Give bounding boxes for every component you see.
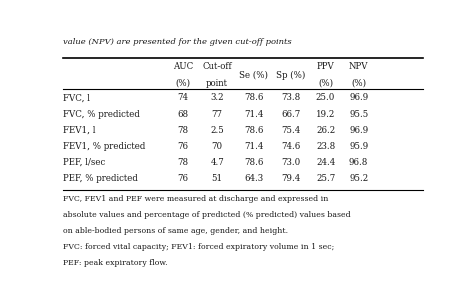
Text: point: point <box>206 79 228 88</box>
Text: AUC: AUC <box>173 62 193 71</box>
Text: 95.5: 95.5 <box>349 109 368 119</box>
Text: 26.2: 26.2 <box>316 126 335 135</box>
Text: 96.8: 96.8 <box>349 158 368 167</box>
Text: 25.0: 25.0 <box>316 93 335 102</box>
Text: absolute values and percentage of predicted (% predicted) values based: absolute values and percentage of predic… <box>63 211 351 219</box>
Text: FVC, l: FVC, l <box>63 93 90 102</box>
Text: 2.5: 2.5 <box>210 126 224 135</box>
Text: 3.2: 3.2 <box>210 93 224 102</box>
Text: 95.9: 95.9 <box>349 142 368 151</box>
Text: 24.4: 24.4 <box>316 158 335 167</box>
Text: 96.9: 96.9 <box>349 93 368 102</box>
Text: 96.9: 96.9 <box>349 126 368 135</box>
Text: 70: 70 <box>212 142 223 151</box>
Text: (%): (%) <box>351 79 366 88</box>
Text: Sp (%): Sp (%) <box>276 71 305 80</box>
Text: 68: 68 <box>178 109 189 119</box>
Text: 19.2: 19.2 <box>316 109 335 119</box>
Text: 71.4: 71.4 <box>244 142 264 151</box>
Text: value (NPV) are presented for the given cut-off points: value (NPV) are presented for the given … <box>63 38 292 46</box>
Text: 77: 77 <box>212 109 223 119</box>
Text: 51: 51 <box>212 174 223 183</box>
Text: PEF, l/sec: PEF, l/sec <box>63 158 105 167</box>
Text: 73.0: 73.0 <box>281 158 301 167</box>
Text: 64.3: 64.3 <box>245 174 264 183</box>
Text: (%): (%) <box>176 79 191 88</box>
Text: on able-bodied persons of same age, gender, and height.: on able-bodied persons of same age, gend… <box>63 227 288 235</box>
Text: (%): (%) <box>318 79 333 88</box>
Text: 95.2: 95.2 <box>349 174 368 183</box>
Text: 25.7: 25.7 <box>316 174 335 183</box>
Text: Cut-off: Cut-off <box>202 62 232 71</box>
Text: PPV: PPV <box>317 62 335 71</box>
Text: FVC, FEV1 and PEF were measured at discharge and expressed in: FVC, FEV1 and PEF were measured at disch… <box>63 195 328 203</box>
Text: FVC, % predicted: FVC, % predicted <box>63 109 140 119</box>
Text: PEF, % predicted: PEF, % predicted <box>63 174 138 183</box>
Text: 76: 76 <box>178 142 189 151</box>
Text: 71.4: 71.4 <box>244 109 264 119</box>
Text: 74: 74 <box>178 93 189 102</box>
Text: 76: 76 <box>178 174 189 183</box>
Text: FEV1, l: FEV1, l <box>63 126 95 135</box>
Text: 78: 78 <box>178 126 189 135</box>
Text: 23.8: 23.8 <box>316 142 335 151</box>
Text: 78.6: 78.6 <box>244 93 264 102</box>
Text: 78.6: 78.6 <box>244 158 264 167</box>
Text: 4.7: 4.7 <box>210 158 224 167</box>
Text: 78: 78 <box>178 158 189 167</box>
Text: FVC: forced vital capacity; FEV1: forced expiratory volume in 1 sec;: FVC: forced vital capacity; FEV1: forced… <box>63 243 334 251</box>
Text: NPV: NPV <box>349 62 368 71</box>
Text: 66.7: 66.7 <box>281 109 301 119</box>
Text: 79.4: 79.4 <box>281 174 301 183</box>
Text: FEV1, % predicted: FEV1, % predicted <box>63 142 146 151</box>
Text: 73.8: 73.8 <box>281 93 301 102</box>
Text: 74.6: 74.6 <box>281 142 301 151</box>
Text: Se (%): Se (%) <box>239 71 268 79</box>
Text: PEF: peak expiratory flow.: PEF: peak expiratory flow. <box>63 259 167 267</box>
Text: 78.6: 78.6 <box>244 126 264 135</box>
Text: 75.4: 75.4 <box>281 126 301 135</box>
